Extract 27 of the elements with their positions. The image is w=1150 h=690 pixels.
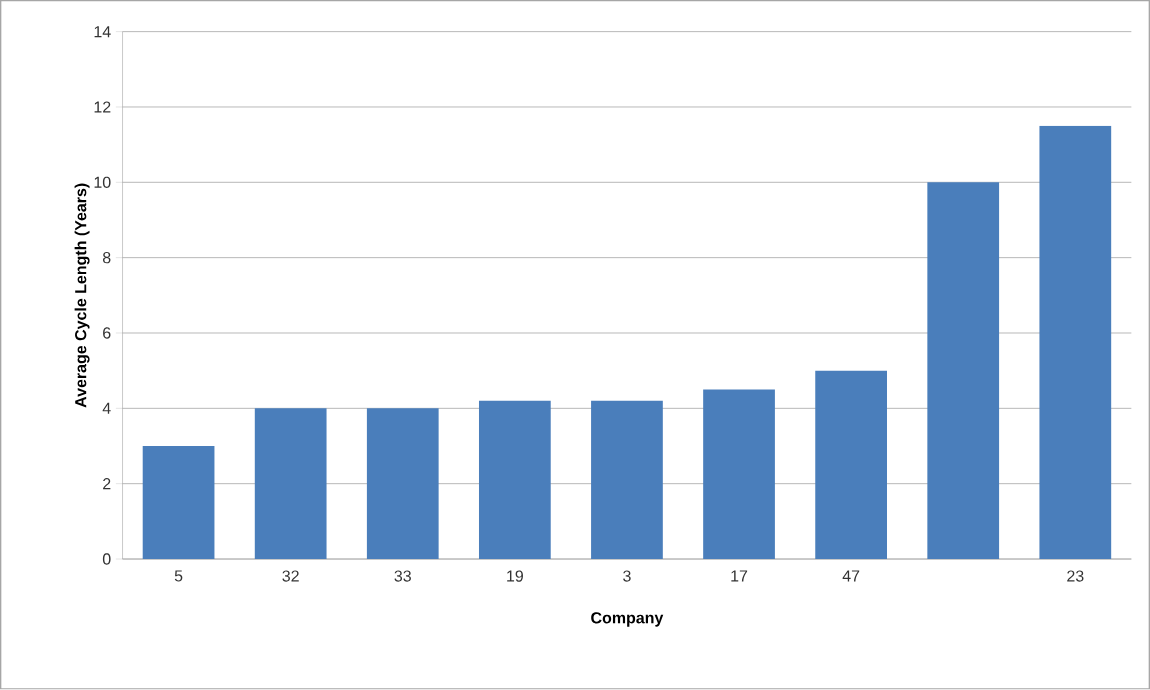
x-tick-label: 47 [842, 570, 860, 582]
x-tick-label: 5 [174, 570, 183, 582]
x-tick-label: 32 [282, 570, 299, 582]
bar [142, 446, 215, 560]
y-tick-label: 14 [94, 26, 111, 38]
bar [366, 408, 439, 560]
bar [254, 408, 327, 560]
x-tick-label: 17 [731, 570, 748, 582]
x-tick-label: 19 [507, 570, 523, 582]
x-tick-label: 33 [394, 570, 411, 582]
y-axis-title: Average Cycle Length (Years) [74, 183, 90, 408]
y-tick-label: 6 [103, 327, 111, 339]
bar [703, 389, 775, 560]
y-tick-label: 4 [102, 403, 111, 415]
y-tick-label: 0 [102, 553, 111, 565]
bar [1039, 126, 1112, 560]
y-tick-label: 10 [94, 176, 111, 189]
bar [478, 401, 551, 560]
x-tick-label: 3 [623, 570, 631, 582]
x-axis-title: Company [591, 612, 664, 627]
bar [591, 401, 663, 560]
x-tick-label: 23 [1067, 570, 1084, 582]
y-tick-label: 2 [103, 478, 111, 490]
bar [815, 370, 887, 560]
y-tick-label: 8 [102, 252, 111, 264]
bar [927, 182, 1000, 560]
y-tick-label: 12 [94, 101, 111, 113]
